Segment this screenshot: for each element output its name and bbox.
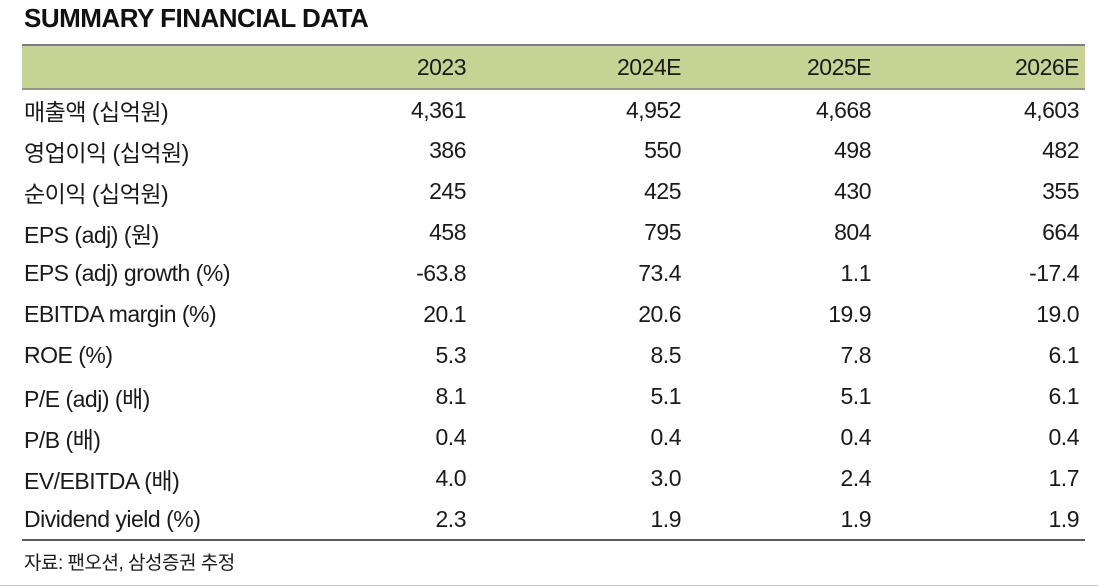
cell-value: 2.4 [840,465,872,491]
table-row: 순이익 (십억원) 245 425 430 355 [22,171,1085,212]
row-label: EV/EBITDA (배) [24,467,180,494]
cell-value: 0.4 [650,424,682,450]
cell-value: 20.6 [638,301,681,327]
row-label: 영업이익 (십억원) [24,139,189,166]
cell-value: 425 [644,178,681,204]
cell-value: 19.0 [1036,301,1079,327]
cell-value: 73.4 [638,260,681,286]
cell-value: 5.3 [435,342,467,368]
cell-value: 482 [1042,137,1079,163]
cell-value: 664 [1042,219,1079,245]
table-body: 매출액 (십억원) 4,361 4,952 4,668 4,603 영업이익 (십억원) 3… [22,89,1085,541]
row-label: EBITDA margin (%) [24,301,217,327]
cell-value: 8.1 [435,383,467,409]
table-row: P/E (adj) (배) 8.1 5.1 5.1 6.1 [22,376,1085,417]
page-divider [0,585,1098,586]
cell-value: 804 [834,219,871,245]
table-row: ROE (%) 5.3 8.5 7.8 6.1 [22,335,1085,376]
cell-value: 19.9 [828,301,871,327]
table-row: P/B (배) 0.4 0.4 0.4 0.4 [22,417,1085,458]
row-label: 매출액 (십억원) [24,99,169,125]
cell-value: 8.5 [650,342,682,368]
source-note: 자료: 팬오션, 삼성증권 추정 [24,553,235,574]
cell-value: 1.7 [1048,465,1080,491]
financial-summary-table: 2023 2024E 2025E 2026E 매출액 (십억원) 4,361 4,9… [22,44,1085,541]
row-label: Dividend yield (%) [22,499,267,541]
cell-value: 20.1 [423,301,466,327]
header-cell-2025e: 2025E [687,44,877,90]
cell-value: 4,603 [1023,96,1080,123]
table-row: EPS (adj) (원) 458 795 804 664 [22,212,1085,253]
cell-value: 3.0 [650,465,682,491]
cell-value: 6.1 [1048,383,1080,409]
table-row: 영업이익 (십억원) 386 550 498 482 [22,130,1085,171]
cell-value: 4.0 [435,465,467,491]
cell-value: 0.4 [435,424,467,450]
header-cell-metric [22,44,267,90]
cell-value: 550 [644,137,681,163]
table-row: 매출액 (십억원) 4,361 4,952 4,668 4,603 [22,89,1085,130]
cell-value: 795 [644,219,681,245]
cell-value: 386 [429,137,466,163]
row-label: 순이익 (십억원) [24,180,169,207]
cell-value: -17.4 [1029,260,1079,286]
cell-value: 5.1 [650,383,682,409]
cell-value: 430 [834,178,871,204]
cell-value: 458 [429,219,466,245]
cell-value: 1.1 [840,260,872,286]
cell-value: 4,361 [410,96,467,123]
cell-value: 2.3 [267,499,472,541]
cell-value: 355 [1042,178,1079,204]
table-header: 2023 2024E 2025E 2026E [22,44,1085,90]
row-label: ROE (%) [24,342,113,368]
table-row: EPS (adj) growth (%) -63.8 73.4 1.1 -17.4 [22,253,1085,294]
row-label: EPS (adj) growth (%) [24,260,231,286]
cell-value: 245 [429,178,466,204]
cell-value: 4,952 [625,96,682,123]
cell-value: 5.1 [840,383,872,409]
cell-value: 0.4 [840,424,872,450]
cell-value: 498 [834,137,871,163]
page-title: SUMMARY FINANCIAL DATA [24,3,369,33]
table-row: Dividend yield (%) 2.3 1.9 1.9 1.9 [22,499,1085,541]
row-label: P/E (adj) (배) [24,385,150,412]
header-cell-2026e: 2026E [877,44,1085,90]
table-row: EV/EBITDA (배) 4.0 3.0 2.4 1.7 [22,458,1085,499]
row-label: P/B (배) [24,426,101,453]
header-row: 2023 2024E 2025E 2026E [22,44,1085,90]
cell-value: 1.9 [877,499,1085,541]
cell-value: 6.1 [1048,342,1080,368]
cell-value: 1.9 [687,499,877,541]
row-label: EPS (adj) (원) [24,221,159,248]
cell-value: 7.8 [840,342,872,368]
table-row: EBITDA margin (%) 20.1 20.6 19.9 19.0 [22,294,1085,335]
cell-value: 0.4 [1048,424,1080,450]
cell-value: -63.8 [416,260,466,286]
cell-value: 4,668 [815,96,872,123]
cell-value: 1.9 [472,499,687,541]
header-cell-2024e: 2024E [472,44,687,90]
header-cell-2023: 2023 [267,44,472,90]
